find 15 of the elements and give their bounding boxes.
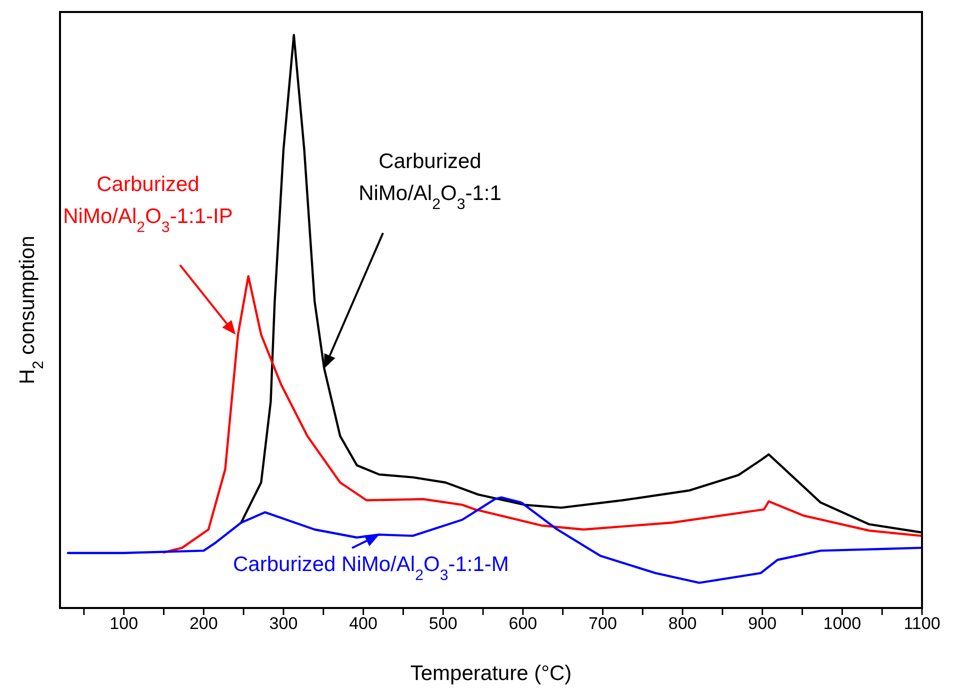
- text: Carburized NiMo/Al$_{2}$O$_{3}$-1:1-IP: [63, 173, 233, 236]
- x-tick-label: 900: [748, 614, 777, 634]
- x-tick-label: 600: [508, 614, 538, 634]
- x-tick-label: 1000: [823, 614, 862, 634]
- x-tick-label: 200: [189, 614, 218, 634]
- x-tick-label: 100: [110, 614, 138, 634]
- x-axis-title: Temperature (°C): [410, 662, 572, 685]
- x-tick-label: 500: [428, 614, 458, 634]
- x-tick-label: 1100: [904, 614, 940, 634]
- text: Carburized NiMo/Al$_{2}$O$_{3}$-1:1: [358, 150, 502, 212]
- x-tick-label: 400: [349, 614, 378, 634]
- x-tick-label: 700: [588, 614, 617, 634]
- x-tick-label: 800: [668, 614, 697, 634]
- legend-label: Carburized NiMo/Al$_{2}$O$_{3}$-1:1-M: [233, 553, 509, 584]
- x-tick-label: 300: [269, 614, 298, 634]
